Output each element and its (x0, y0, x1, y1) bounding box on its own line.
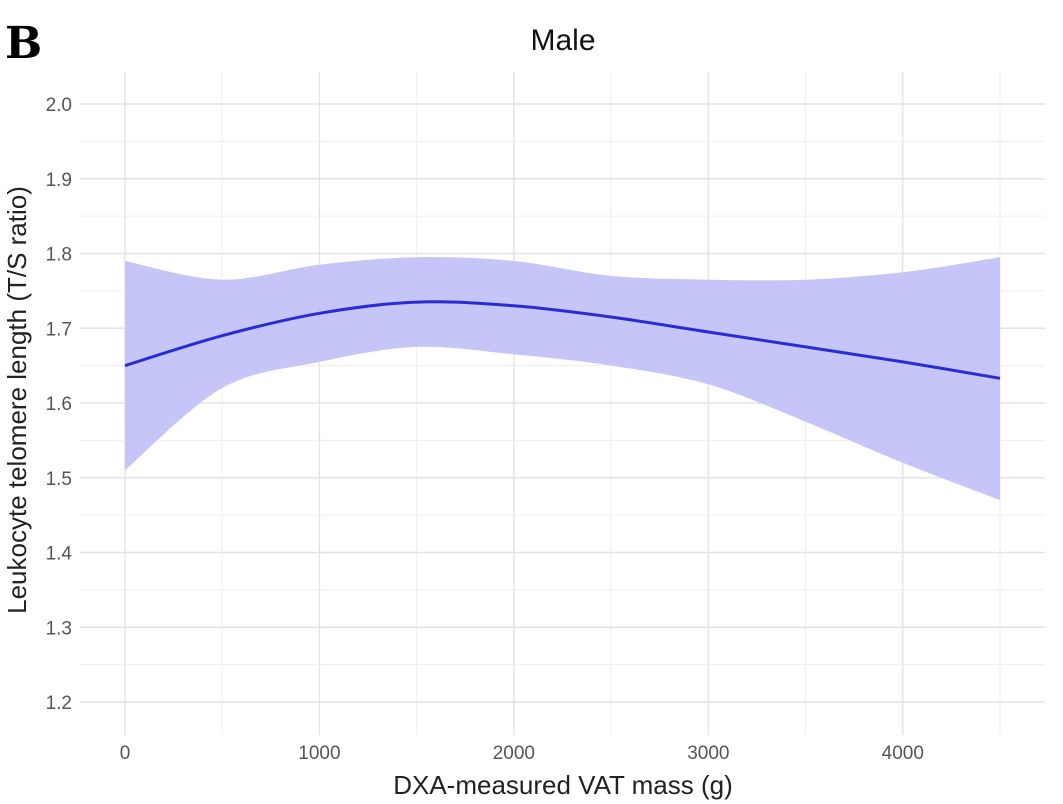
panel-label: B (5, 18, 42, 69)
fit-line-layer (124, 300, 1001, 380)
x-tick-label: 3000 (687, 743, 729, 764)
y-tick-label: 1.6 (46, 394, 72, 415)
y-tick-label: 1.9 (46, 170, 72, 191)
y-tick-label: 1.7 (46, 319, 72, 340)
y-tick-label: 2.0 (46, 95, 72, 116)
y-tick-label: 1.2 (46, 693, 72, 714)
y-tick-label: 1.8 (46, 245, 72, 266)
x-tick-label: 4000 (882, 743, 924, 764)
confidence-band (125, 257, 1000, 501)
y-axis-title: Leukocyte telomere length (T/S ratio) (2, 186, 32, 614)
y-tick-label: 1.5 (46, 469, 72, 490)
y-tick-labels: 1.2 1.3 1.4 1.5 1.6 1.7 1.8 1.9 2.0 (46, 95, 73, 714)
x-axis-title: DXA-measured VAT mass (g) (393, 770, 733, 800)
grid (80, 72, 1045, 735)
y-tick-label: 1.3 (46, 618, 72, 639)
x-tick-label: 0 (120, 743, 131, 764)
confidence-band-layer (125, 257, 1000, 501)
x-tick-labels: 0 1000 2000 3000 4000 (120, 743, 924, 764)
chart-title: Male (530, 24, 595, 57)
x-tick-label: 1000 (298, 743, 340, 764)
x-tick-label: 2000 (493, 743, 535, 764)
y-tick-label: 1.4 (46, 544, 73, 565)
fit-line (124, 300, 1001, 380)
